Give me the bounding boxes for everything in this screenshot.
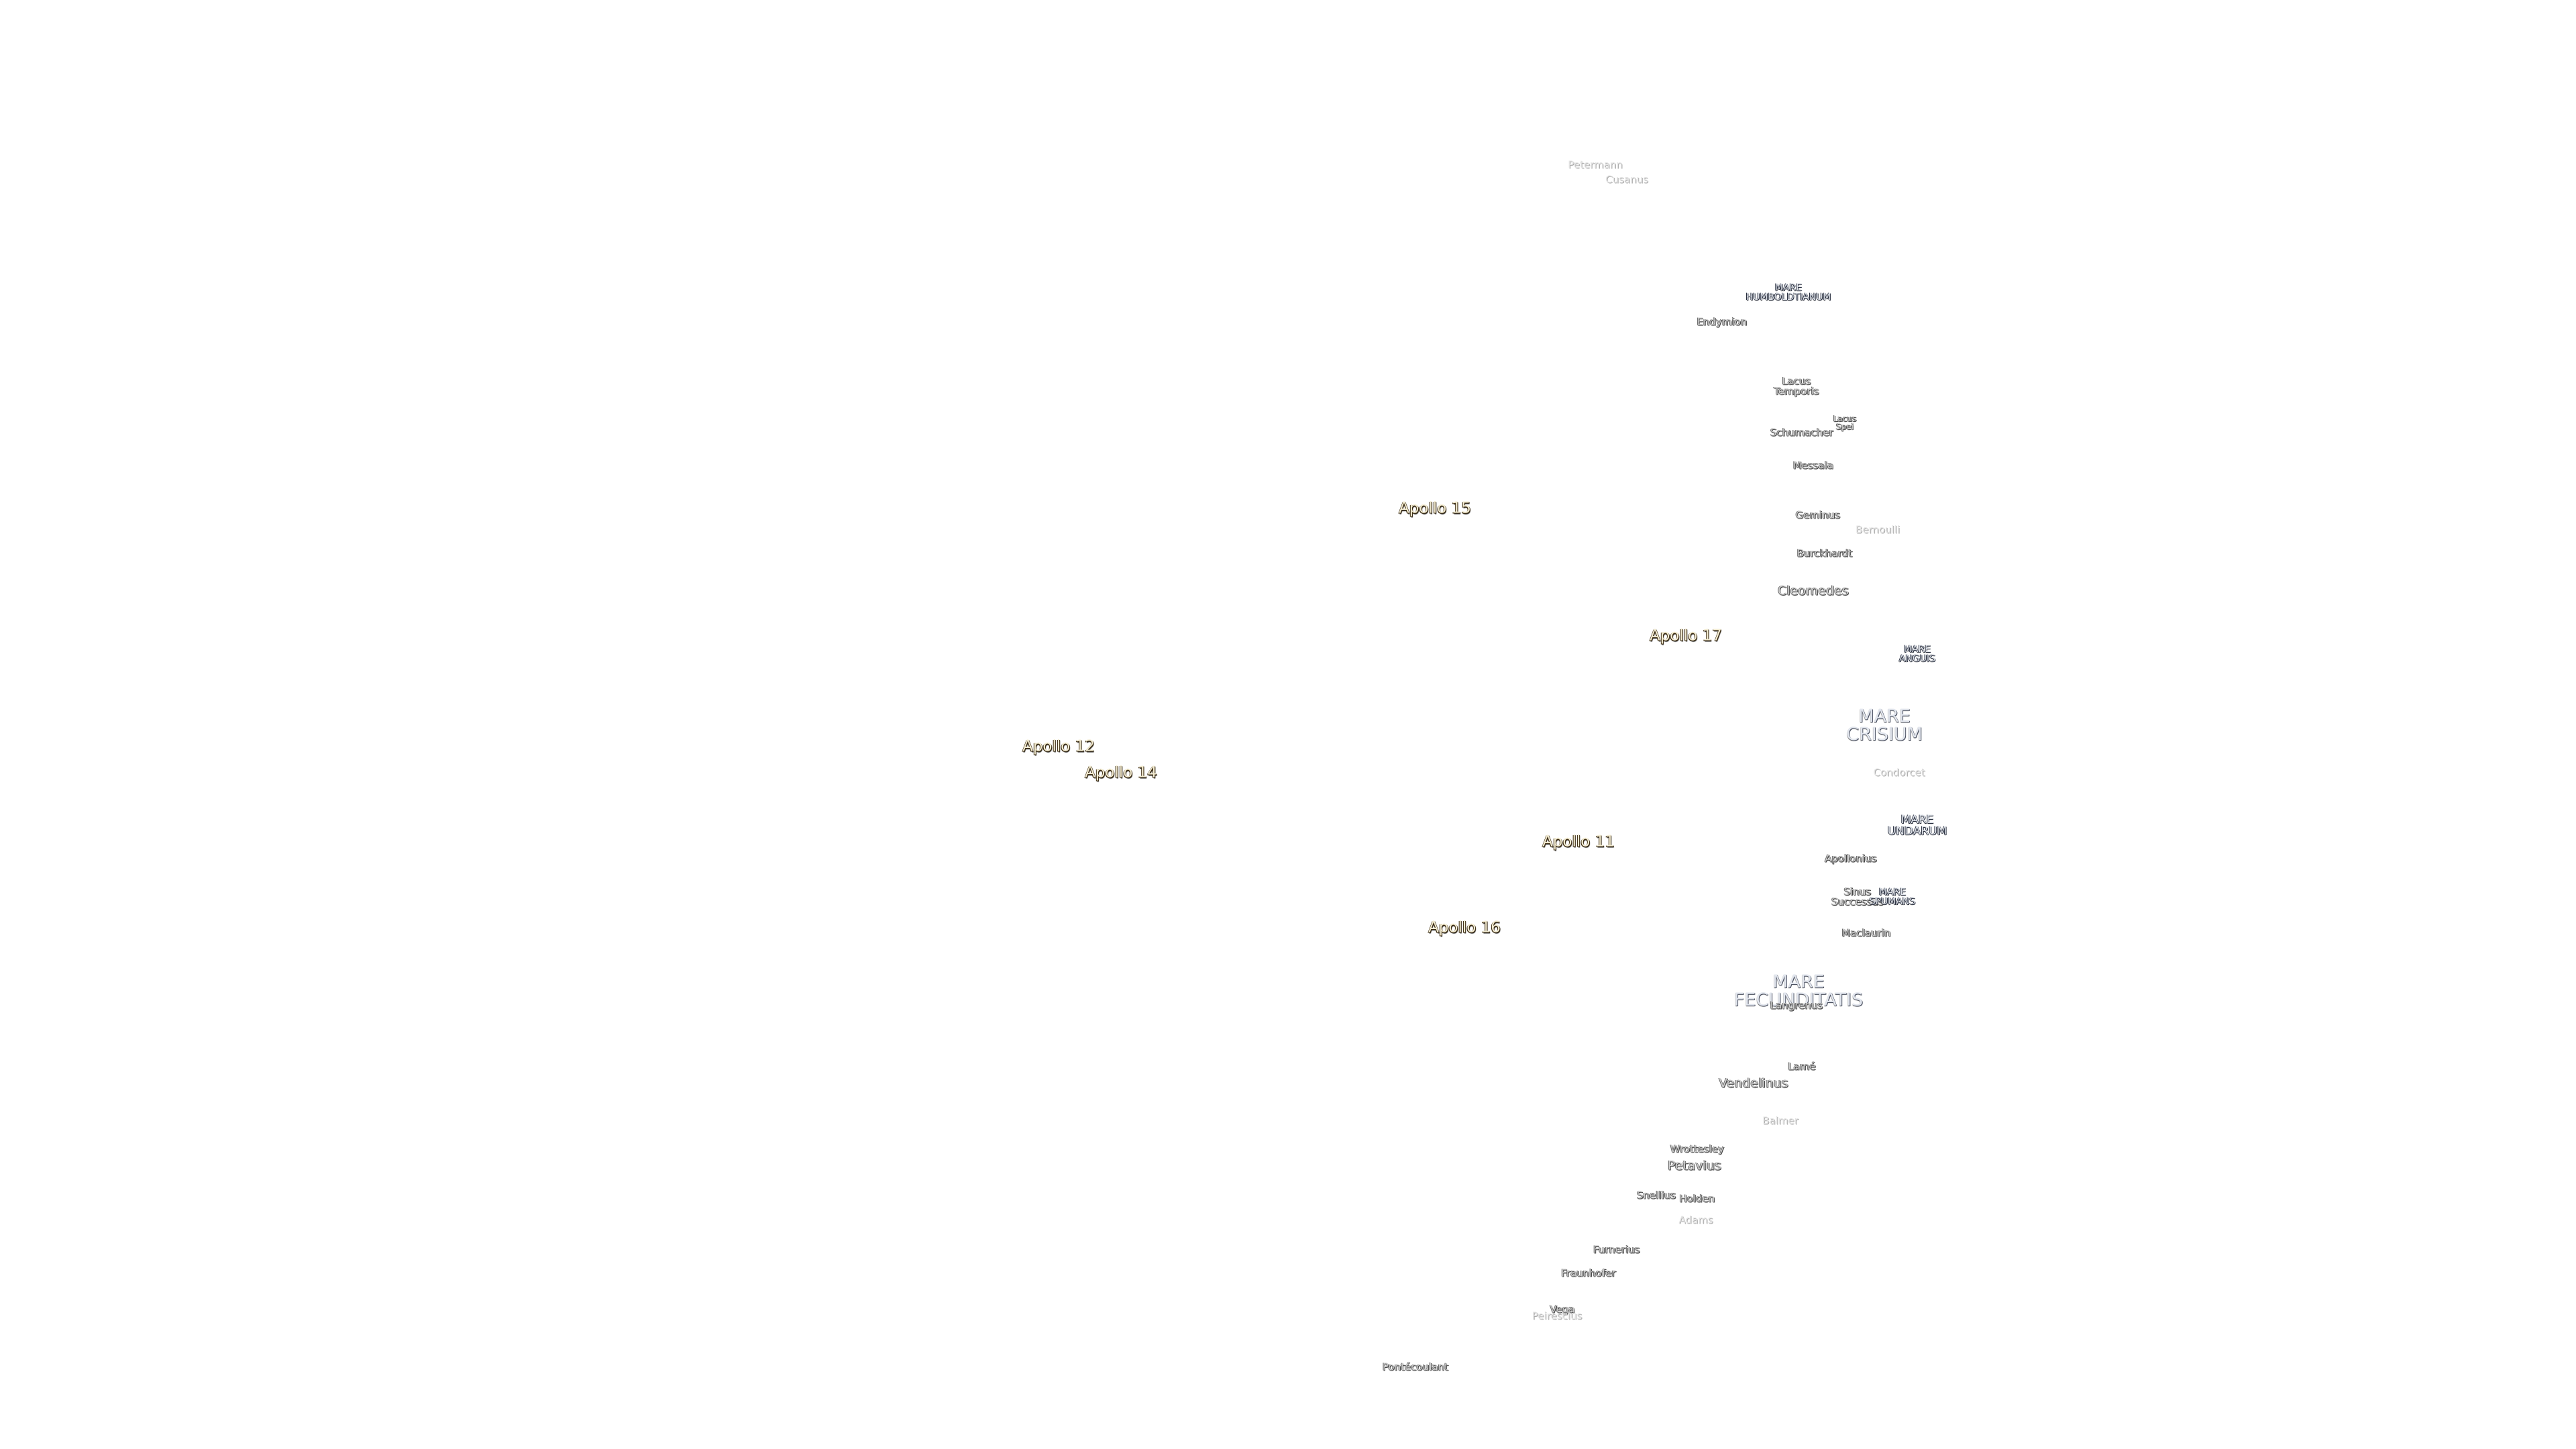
crater-label: Geminus bbox=[1795, 508, 1841, 521]
apollo-site-label: Apollo 11 bbox=[1542, 833, 1615, 851]
mare-label: MARE CRISIUM bbox=[1846, 706, 1923, 745]
crater-label: Snellius bbox=[1636, 1189, 1676, 1201]
mare-label: MARE UNDARUM bbox=[1887, 813, 1947, 838]
crater-label: Adams bbox=[1678, 1214, 1713, 1226]
crater-label: Vega bbox=[1550, 1303, 1575, 1316]
crater-label: Furnerius bbox=[1593, 1243, 1640, 1256]
crater-label: Maclaurin bbox=[1841, 926, 1891, 939]
crater-label: Burckhardt bbox=[1796, 547, 1853, 559]
crater-label: Cleomedes bbox=[1778, 583, 1849, 598]
crater-label: Cusanus bbox=[1605, 173, 1648, 186]
crater-label: Apollonius bbox=[1825, 852, 1877, 865]
crater-label: Pontécoulant bbox=[1383, 1360, 1448, 1373]
lacus-label: Lacus Temporis bbox=[1774, 375, 1819, 397]
crater-label: Bernoulli bbox=[1855, 523, 1900, 536]
crater-label: Fraunhofer bbox=[1561, 1267, 1616, 1279]
crater-label: Vendelinus bbox=[1719, 1075, 1788, 1091]
crater-label: Balmer bbox=[1762, 1114, 1799, 1127]
crater-label: Lamé bbox=[1788, 1060, 1816, 1073]
apollo-site-label: Apollo 17 bbox=[1650, 627, 1722, 645]
crater-label: Petavius bbox=[1667, 1158, 1722, 1173]
crater-label: Langrenus bbox=[1770, 999, 1823, 1012]
apollo-site-label: Apollo 12 bbox=[1022, 737, 1095, 755]
crater-label: Peirescius bbox=[1532, 1309, 1582, 1322]
lacus-label: Lacus Spei bbox=[1833, 414, 1857, 431]
crater-label: Wrottesley bbox=[1670, 1142, 1725, 1155]
sinus-label: Sinus Successus bbox=[1831, 885, 1884, 908]
apollo-site-label: Apollo 14 bbox=[1085, 763, 1157, 782]
crater-label: Condorcet bbox=[1873, 766, 1925, 779]
crater-label: Endymion bbox=[1697, 315, 1748, 328]
crater-label: Holden bbox=[1679, 1192, 1715, 1205]
mare-label: MARE FECUNDITATIS bbox=[1733, 971, 1864, 1010]
mare-label: MARE HUMBOLDTIANUM bbox=[1746, 282, 1831, 303]
crater-label: Schumacher bbox=[1770, 426, 1833, 439]
mare-label: MARE ANGUIS bbox=[1898, 644, 1936, 664]
mare-label: MARE SPUMANS bbox=[1869, 887, 1916, 907]
apollo-site-label: Apollo 16 bbox=[1428, 918, 1501, 936]
crater-label: Messala bbox=[1792, 459, 1834, 472]
apollo-site-label: Apollo 15 bbox=[1399, 499, 1471, 517]
crater-label: Petermann bbox=[1568, 158, 1623, 171]
